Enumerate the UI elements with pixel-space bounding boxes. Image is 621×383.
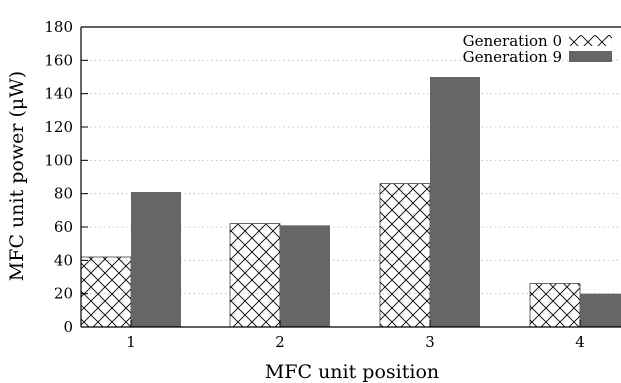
y-tick-label: 140	[44, 85, 73, 103]
axes: 0 20 40 60 80 100 120 140 160 180 1 2 3 4	[44, 18, 621, 351]
bar-generation-9-1	[131, 192, 181, 327]
legend-swatch-generation-0	[569, 35, 612, 46]
bar-generation-0-2	[229, 223, 281, 328]
y-tick-label: 20	[54, 285, 73, 303]
bar-generation-9-2	[280, 225, 330, 327]
bar-generation-9-4	[580, 293, 621, 327]
legend-label-generation-9: Generation 9	[463, 48, 562, 66]
y-tick-label: 180	[44, 18, 73, 36]
bars	[80, 77, 621, 328]
x-tick-label: 1	[126, 333, 136, 351]
legend-swatch-generation-9	[569, 51, 612, 62]
y-tick-label: 40	[54, 251, 73, 269]
y-tick-label: 0	[63, 318, 73, 336]
x-tick-label: 2	[275, 333, 285, 351]
bar-generation-9-3	[430, 77, 480, 327]
x-tick-label: 4	[575, 333, 585, 351]
y-tick-label: 80	[54, 185, 73, 203]
y-tick-label: 160	[44, 51, 73, 69]
y-tick-label: 60	[54, 218, 73, 236]
x-axis-title: MFC unit position	[265, 361, 439, 383]
legend-label-generation-0: Generation 0	[463, 32, 562, 50]
y-tick-label: 120	[44, 118, 73, 136]
y-tick-label: 100	[44, 151, 73, 169]
x-tick-label: 3	[425, 333, 435, 351]
y-axis-title: MFC unit power (μW)	[6, 71, 28, 281]
bar-generation-0-4	[529, 283, 581, 328]
bar-generation-0-3	[379, 183, 431, 328]
bar-generation-0-1	[80, 256, 132, 328]
